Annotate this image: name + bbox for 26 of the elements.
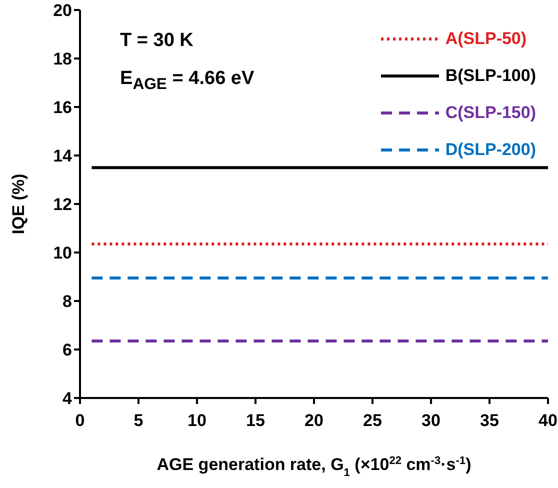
x-tick-label: 15 (246, 411, 265, 430)
annotation: E$_{AGE}$ = 4.66 eV (120, 68, 254, 94)
y-axis-title: IQE (%) (9, 174, 28, 234)
x-tick-label: 35 (480, 411, 499, 430)
y-tick-label: 18 (53, 50, 72, 69)
legend-label: B(SLP-100) (445, 66, 536, 86)
legend-label: D(SLP-200) (445, 140, 536, 160)
x-tick-label: 30 (422, 411, 440, 430)
annotation: T = 30 K (120, 30, 194, 52)
legend-label: A(SLP-50) (445, 28, 527, 48)
y-tick-label: 6 (62, 340, 72, 360)
y-tick-label: 10 (53, 244, 72, 263)
x-tick-label: 10 (188, 411, 206, 430)
legend-label: C(SLP-150) (445, 102, 536, 122)
y-tick-label: 16 (53, 98, 72, 118)
y-tick-label: 4 (62, 389, 73, 408)
y-tick-label: 14 (53, 146, 73, 166)
x-tick-label: 5 (134, 411, 144, 430)
x-tick-label: 40 (538, 411, 558, 430)
text: AGE generation rate, G$_{1}$ (×10$^{22}$ cm$^{-3}$·s$^{-1}$) (156, 455, 472, 479)
y-tick-label: 8 (62, 292, 72, 312)
y-tick-label: 12 (53, 195, 72, 214)
y-tick-label: 20 (53, 1, 72, 20)
x-tick-label: 25 (363, 411, 382, 430)
x-tick-label: 0 (75, 411, 85, 430)
x-tick-label: 20 (304, 411, 324, 430)
